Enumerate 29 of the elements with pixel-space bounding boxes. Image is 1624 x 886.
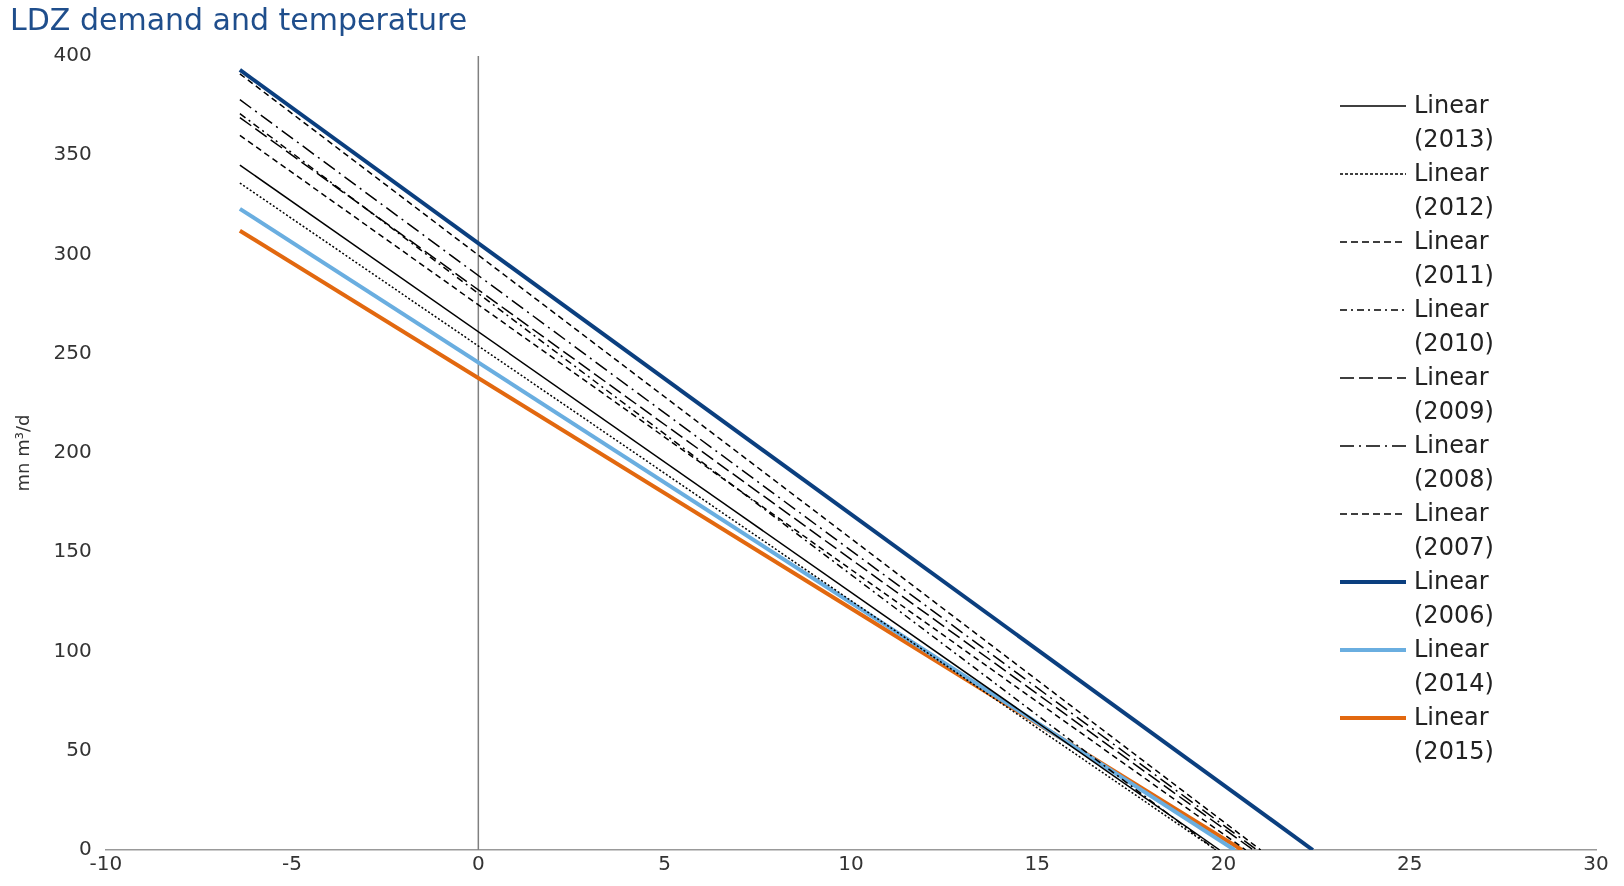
y-tick-label: 200 [53, 439, 92, 464]
x-tick-label: 15 [1024, 851, 1050, 876]
chart-title: LDZ demand and temperature [10, 1, 468, 37]
legend-label: Linear (2013) [1414, 90, 1495, 155]
y-tick-label: 100 [53, 637, 92, 662]
x-tick-label: -5 [282, 851, 303, 876]
x-tick-label: 0 [471, 851, 485, 876]
y-axis-title: mn m³/d [12, 414, 34, 492]
legend-label: Linear (2012) [1414, 158, 1495, 223]
y-tick-label: 300 [53, 240, 92, 265]
x-tick-label: 5 [658, 851, 671, 876]
y-tick-label: 250 [53, 339, 92, 364]
legend-label: Linear (2014) [1414, 634, 1495, 699]
y-tick-label: 150 [53, 538, 92, 563]
legend-label: Linear (2011) [1414, 226, 1495, 291]
x-tick-label: 30 [1583, 851, 1609, 876]
legend-label: Linear (2010) [1414, 294, 1495, 359]
y-tick-label: 400 [53, 42, 92, 67]
y-tick-label: 50 [66, 736, 92, 761]
y-tick-label: 350 [53, 141, 92, 166]
legend-label: Linear (2009) [1414, 362, 1495, 427]
x-tick-label: 10 [838, 851, 864, 876]
legend-label: Linear (2006) [1414, 566, 1495, 631]
legend-label: Linear (2008) [1414, 430, 1495, 495]
x-tick-label: 25 [1397, 851, 1423, 876]
legend-label: Linear (2015) [1414, 702, 1495, 767]
x-tick-label: 20 [1210, 851, 1237, 876]
legend-label: Linear (2007) [1414, 498, 1495, 563]
x-tick-label: -10 [89, 851, 123, 876]
